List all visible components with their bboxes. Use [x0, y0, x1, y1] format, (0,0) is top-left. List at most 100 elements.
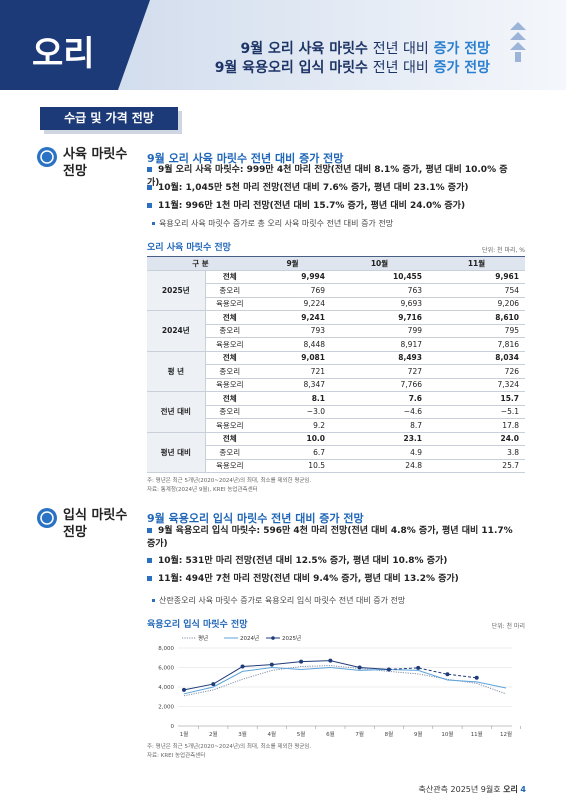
cell: 7,766: [331, 378, 428, 392]
cell: 10.5: [254, 459, 331, 473]
cell: 육용오리: [205, 337, 254, 352]
table-row: 육용오리 9.2 8.7 17.8: [147, 418, 525, 433]
x-tick-label: 10월: [441, 730, 453, 738]
x-tick-label: 4월: [268, 730, 277, 738]
table-row: 육용오리 8,347 7,766 7,324: [147, 378, 525, 392]
cell: 7.6: [331, 391, 428, 406]
data-point: [182, 687, 186, 692]
cell: 8,347: [254, 378, 331, 392]
x-tick-label: 1월: [180, 730, 189, 738]
cell: 795: [428, 324, 525, 338]
group-label: 2025년: [147, 270, 206, 311]
section-title: 수급 및 가격 전망: [40, 107, 178, 130]
cell: 9,241: [254, 310, 331, 325]
section-label: 입식 마릿수 전망: [63, 507, 127, 541]
cell: 24.8: [331, 459, 428, 473]
y-tick-label: 4,000: [158, 685, 174, 691]
cell: 9,961: [428, 270, 525, 284]
page-number: 4: [520, 785, 526, 794]
y-tick-label: 2,000: [158, 705, 174, 711]
cell: 23.1: [331, 432, 428, 446]
cell: 754: [428, 283, 525, 298]
series-line: [183, 665, 507, 697]
cell: 종오리: [205, 445, 254, 460]
y-tick-label: 8,000: [158, 646, 174, 652]
cell: 9,206: [428, 297, 525, 311]
chart-unit: 단위: 천 마리: [491, 623, 525, 630]
cell: 9,716: [331, 310, 428, 325]
group-label: 평년 대비: [147, 432, 206, 473]
table-row: 육용오리 9,224 9,693 9,206: [147, 297, 525, 311]
cell: −5.1: [428, 405, 525, 419]
cell: 9,693: [331, 297, 428, 311]
note: 자료: 통계청(2024년 9월), KREI 농업관측센터: [147, 487, 258, 493]
bullet-text: 10월: 1,045만 5천 마리 전망(전년 대비 7.6% 증가, 평년 대…: [158, 183, 469, 193]
cell: 전체: [205, 270, 254, 284]
table-row: 2024년 전체 9,241 9,716 8,610: [147, 310, 525, 352]
legend-marker: [271, 636, 275, 640]
table-row: 육용오리 8,448 8,917 7,816: [147, 337, 525, 352]
headline-mid: 전년 대비: [372, 41, 429, 57]
bullet-text: 9월 육용오리 입식 마릿수: 596만 4천 마리 전망(전년 대비 4.8%…: [147, 526, 513, 549]
sub-bullet: 산란종오리 사육 마릿수 증가로 육용오리 입식 마릿수 전년 대비 증가 전망: [159, 596, 406, 605]
note: 주: 평년은 최근 5개년(2020~2024년)의 최대, 최소를 제외한 평…: [147, 744, 312, 750]
sub-bullet: 육용오리 사육 마릿수 증가로 총 오리 사육 마릿수 전년 대비 증가 전망: [159, 219, 394, 228]
footer-publication: 축산관측 2025년 9월호: [418, 785, 501, 794]
data-point: [474, 675, 479, 680]
data-point: [386, 667, 391, 672]
label-line: 전망: [63, 164, 87, 179]
x-tick-label: 12월: [500, 730, 512, 738]
cell: 8.7: [331, 418, 428, 433]
cell: 8,917: [331, 337, 428, 352]
x-tick-label: 3월: [238, 730, 247, 738]
cell: 7,324: [428, 378, 525, 392]
x-tick-label: 9월: [414, 730, 423, 738]
cell: 726: [428, 364, 525, 379]
bullet-text: 11월: 494만 7천 마리 전망(전년 대비 9.4% 증가, 평년 대비 …: [158, 574, 459, 584]
header-cell: 구 분: [147, 256, 254, 271]
cell: 10,455: [331, 270, 428, 284]
data-point: [240, 664, 245, 669]
cell: 8,493: [331, 351, 428, 365]
label-line: 사육 마릿수: [63, 147, 128, 162]
data-point: [211, 682, 216, 687]
data-point: [328, 658, 333, 663]
bullet-marker: [147, 576, 152, 581]
bullet: 10월: 1,045만 5천 마리 전망(전년 대비 7.6% 증가, 평년 대…: [147, 182, 517, 195]
cell: 799: [331, 324, 428, 338]
data-point: [299, 659, 304, 664]
label-line: 전망: [63, 525, 87, 540]
legend-label: 2025년: [282, 634, 301, 642]
section-heading: 9월 육용오리 입식 마릿수 전년 대비 증가 전망: [147, 512, 364, 525]
chart-title: 육용오리 입식 마릿수 전망: [147, 620, 248, 630]
data-point: [416, 665, 421, 670]
headline-highlight: 증가 전망: [433, 41, 490, 57]
bullet: 10월: 531만 마리 전망(전년 대비 12.5% 증가, 평년 대비 10…: [147, 555, 517, 568]
cell: 15.7: [428, 391, 525, 406]
cell: 25.7: [428, 459, 525, 473]
headline-main: 9월 오리 사육 마릿수: [240, 41, 368, 57]
note: 주: 평년은 최근 5개년(2020~2024년)의 최대, 최소를 제외한 평…: [147, 478, 312, 484]
bullet: 9월 오리 사육 마릿수: 999만 4천 마리 전망(전년 대비 8.1% 증…: [147, 164, 517, 190]
cell: −3.0: [254, 405, 331, 419]
cell: 9.2: [254, 418, 331, 433]
table-title: 오리 사육 마릿수 전망: [147, 243, 231, 253]
headline: 9월 육용오리 입식 마릿수 전년 대비 증가 전망: [215, 57, 490, 77]
cell: 10.0: [254, 432, 331, 446]
cell: 육용오리: [205, 459, 254, 473]
table-row: 종오리 6.7 4.9 3.8: [147, 445, 525, 460]
x-tick-label: 11월: [471, 730, 483, 738]
sub-marker: [152, 599, 155, 602]
series-line: [388, 667, 477, 679]
cell: 8.1: [254, 391, 331, 406]
legend-label: 평년: [198, 634, 208, 642]
table-row: 종오리 793 799 795: [147, 324, 525, 338]
table-row: 2025년 전체 9,994 10,455 9,961: [147, 270, 525, 311]
cell: 8,448: [254, 337, 331, 352]
x-tick-label: 2월: [209, 730, 218, 738]
data-point: [269, 662, 274, 667]
cell: 6.7: [254, 445, 331, 460]
bullet-marker: [147, 528, 152, 533]
